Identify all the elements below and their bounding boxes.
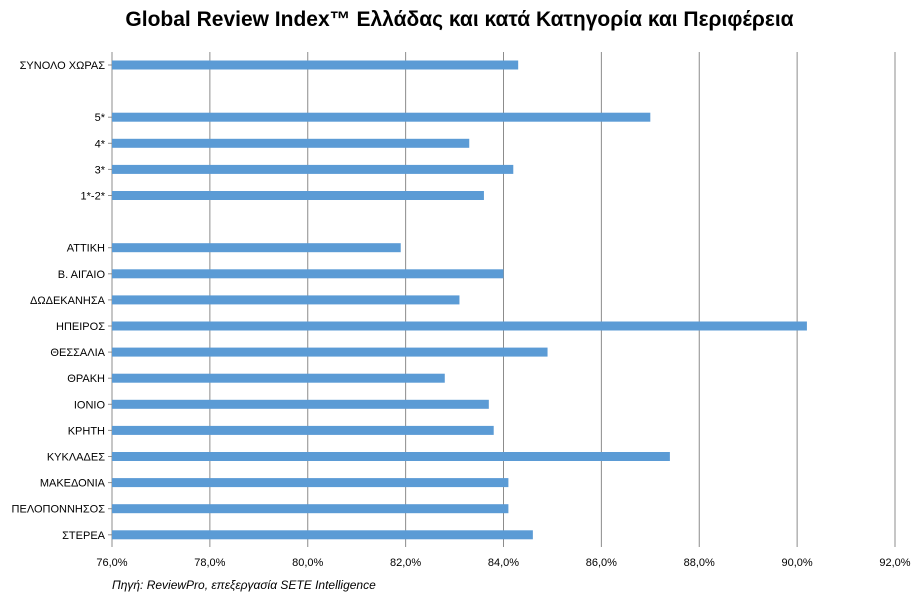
x-tick-label: 86,0% (586, 557, 617, 569)
x-tick-label: 88,0% (684, 557, 715, 569)
category-label: ΚΡΗΤΗ (68, 425, 105, 437)
category-label: 1*-2* (81, 191, 106, 203)
category-label: 4* (95, 138, 106, 150)
bar (112, 295, 460, 305)
bar (112, 243, 401, 253)
category-label: ΣΤΕΡΕΑ (62, 530, 106, 542)
bar (112, 138, 470, 148)
x-tick-label: 80,0% (292, 557, 323, 569)
bar (112, 478, 509, 488)
bar (112, 373, 445, 383)
bar (112, 269, 504, 279)
x-tick-label: 76,0% (96, 557, 127, 569)
x-tick-label: 84,0% (488, 557, 519, 569)
x-tick-label: 82,0% (390, 557, 421, 569)
bar (112, 347, 548, 357)
bar (112, 60, 519, 70)
category-label: ΑΤΤΙΚΗ (67, 243, 105, 255)
category-label: ΣΥΝΟΛΟ ΧΩΡΑΣ (20, 60, 106, 72)
category-label: ΜΑΚΕΔΟΝΙΑ (40, 478, 106, 490)
category-label: ΙΟΝΙΟ (74, 399, 106, 411)
bar (112, 399, 489, 409)
bar (112, 112, 651, 122)
bars (112, 60, 807, 540)
category-label: ΠΕΛΟΠΟΝΝΗΣΟΣ (12, 504, 106, 516)
category-label: ΔΩΔΕΚΑΝΗΣΑ (30, 295, 106, 307)
category-label: 3* (95, 164, 106, 176)
chart-title: Global Review Index™ Ελλάδας και κατά Κα… (125, 8, 794, 31)
category-label: ΘΕΣΣΑΛΙΑ (50, 347, 105, 359)
category-label: ΚΥΚΛΑΔΕΣ (47, 452, 105, 464)
x-axis-tick-labels: 76,0% 78,0% 80,0% 82,0% 84,0% 86,0% 88,0% 90,0%… (96, 557, 910, 569)
bar (112, 452, 670, 461)
x-tick-label: 78,0% (194, 557, 225, 569)
x-tick-label: 92,0% (879, 557, 910, 569)
bar (112, 164, 514, 174)
category-label: 5* (95, 112, 106, 124)
source-note: Πηγή: ReviewPro, επεξεργασία SETE Intell… (112, 578, 376, 592)
bar (112, 321, 807, 331)
category-labels: ΣΥΝΟΛΟ ΧΩΡΑΣ 5* 4* 3* 1*-2* ΑΤΤΙΚΗ Β. ΑΙΓΑΙΟ ΔΩ… (12, 60, 106, 542)
category-label: ΗΠΕΙΡΟΣ (56, 321, 105, 333)
bar (112, 425, 494, 435)
category-label: ΘΡΑΚΗ (67, 373, 105, 385)
x-tick-label: 90,0% (782, 557, 813, 569)
bar (112, 504, 509, 514)
bar (112, 530, 533, 540)
category-label: Β. ΑΙΓΑΙΟ (58, 269, 106, 281)
bar (112, 191, 484, 200)
